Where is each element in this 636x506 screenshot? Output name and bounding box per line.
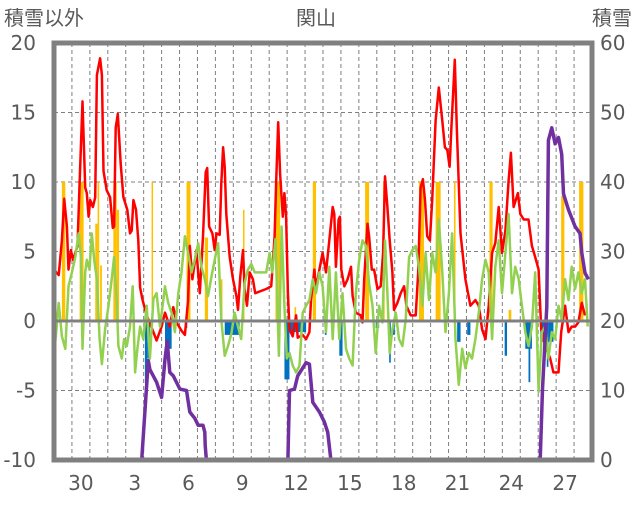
blue-bar [467, 321, 471, 335]
x-axis-tick-label: 18 [391, 471, 416, 495]
orange-bar [151, 182, 154, 321]
green-line [52, 212, 589, 394]
orange-bar [100, 265, 102, 321]
blue-bar [528, 321, 531, 383]
x-axis-tick-label: 3 [128, 471, 141, 495]
snow-depth-line [54, 126, 590, 462]
orange-bar [294, 307, 297, 321]
right-axis-tick-label: 40 [600, 170, 625, 194]
orange-bar [61, 182, 66, 321]
blue-bar [144, 321, 148, 384]
x-axis-tick-label: 12 [283, 471, 308, 495]
orange-bar [453, 182, 456, 321]
left-axis-title: 積雪以外 [4, 6, 84, 30]
left-axis-tick-label: 15 [11, 101, 36, 125]
x-axis-tick-label: 21 [445, 471, 470, 495]
plot-border [51, 40, 595, 463]
left-axis-tick-label: 5 [23, 240, 36, 264]
right-axis-tick-label: 30 [600, 240, 625, 264]
orange-bar [275, 182, 281, 321]
series-lines [52, 57, 590, 462]
left-axis-tick-label: 10 [11, 170, 36, 194]
x-axis-tick-label: 15 [337, 471, 362, 495]
blue-bar [457, 321, 461, 342]
right-axis-tick-label: 10 [600, 379, 625, 403]
orange-bar [116, 209, 120, 321]
x-axis-tick-label: 6 [182, 471, 195, 495]
orange-bar [418, 182, 424, 321]
x-axis-tick-label: 27 [552, 471, 577, 495]
blue-bar [504, 321, 507, 356]
right-axis-tick-label: 0 [600, 448, 613, 472]
x-axis-tick-label: 9 [236, 471, 249, 495]
right-axis-title: 積雪 [592, 6, 632, 30]
right-axis-tick-label: 20 [600, 309, 625, 333]
axes [51, 40, 595, 463]
orange-bar [204, 237, 209, 321]
orange-bar [312, 182, 317, 321]
blue-bar [339, 321, 343, 356]
right-axis-tick-label: 60 [600, 31, 625, 55]
blue-bar [165, 321, 172, 349]
orange-bar [79, 182, 84, 321]
left-axis-tick-label: 20 [11, 31, 36, 55]
orange-bar [97, 182, 100, 321]
orange-bar [113, 182, 117, 321]
x-axis-tick-label: 24 [499, 471, 524, 495]
orange-bar [561, 195, 565, 321]
chart-title: 関山 [296, 6, 336, 30]
orange-bar [435, 182, 441, 321]
left-axis-tick-label: -10 [3, 448, 36, 472]
left-axis-tick-label: -5 [16, 379, 36, 403]
orange-bar [508, 309, 512, 321]
left-axis-tick-label: 0 [23, 309, 36, 333]
orange-bar [489, 182, 493, 321]
right-axis-tick-label: 50 [600, 101, 625, 125]
x-axis-tick-label: 30 [68, 471, 93, 495]
